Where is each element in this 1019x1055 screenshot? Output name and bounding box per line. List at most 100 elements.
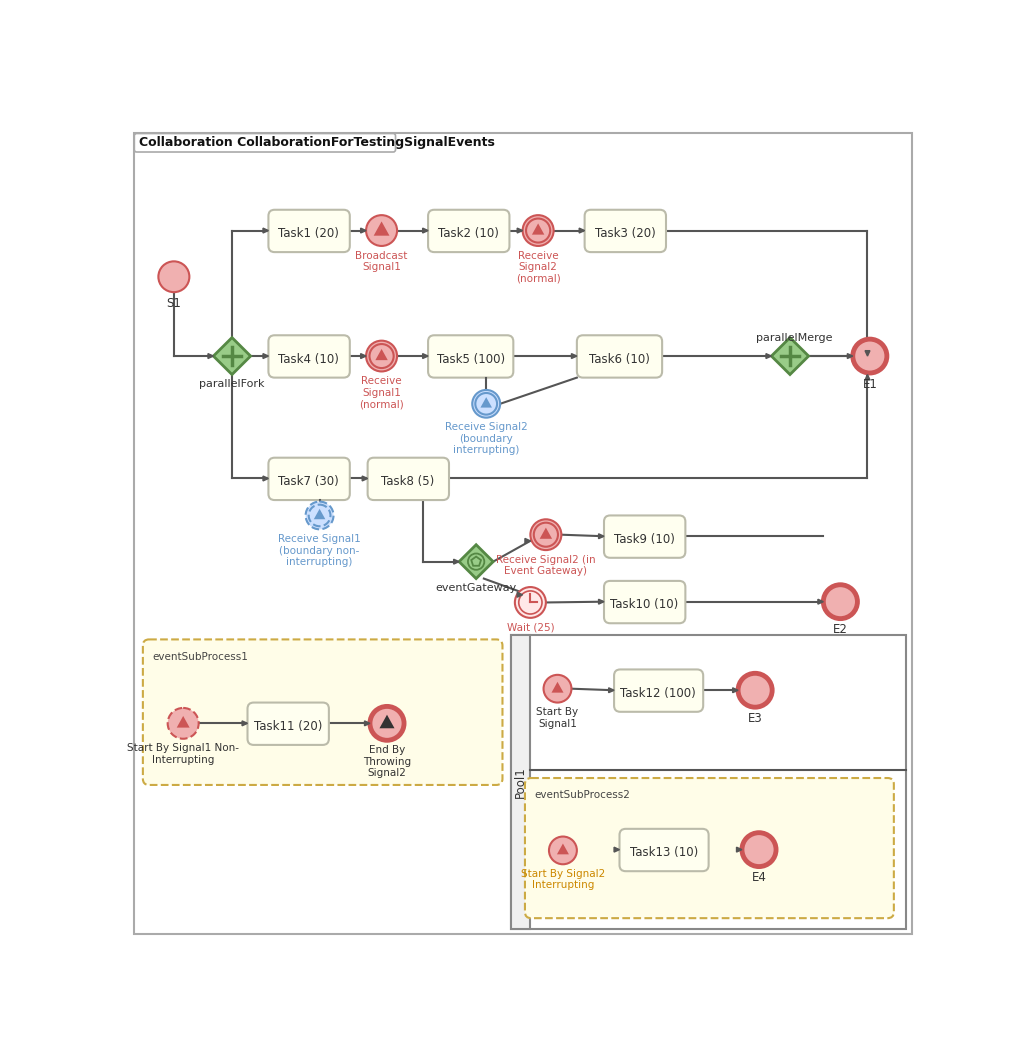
Circle shape	[168, 708, 199, 738]
Text: eventSubProcess1: eventSubProcess1	[152, 652, 248, 661]
Bar	[511, 635, 906, 929]
Text: Receive
Signal2
(normal): Receive Signal2 (normal)	[516, 251, 560, 284]
Polygon shape	[178, 718, 187, 727]
FancyBboxPatch shape	[268, 210, 350, 252]
Polygon shape	[213, 338, 251, 375]
Text: Task8 (5): Task8 (5)	[381, 475, 434, 488]
FancyBboxPatch shape	[428, 335, 514, 378]
Text: Collaboration CollaborationForTestingSignalEvents: Collaboration CollaborationForTestingSig…	[139, 136, 495, 149]
Text: E2: E2	[833, 624, 848, 636]
Circle shape	[738, 673, 772, 707]
Polygon shape	[243, 721, 248, 726]
Circle shape	[370, 707, 405, 741]
Polygon shape	[263, 476, 268, 481]
Polygon shape	[377, 225, 386, 234]
Text: parallelFork: parallelFork	[200, 379, 265, 389]
Circle shape	[549, 837, 577, 864]
Polygon shape	[534, 226, 542, 233]
Circle shape	[515, 587, 546, 618]
Polygon shape	[263, 353, 268, 359]
Polygon shape	[263, 228, 268, 233]
Circle shape	[543, 675, 572, 703]
Polygon shape	[766, 353, 771, 359]
Circle shape	[472, 390, 500, 418]
FancyBboxPatch shape	[525, 778, 894, 918]
Text: Task12 (100): Task12 (100)	[621, 687, 696, 699]
Text: Receive Signal2 (in
Event Gateway): Receive Signal2 (in Event Gateway)	[496, 555, 596, 576]
Polygon shape	[848, 353, 853, 359]
Polygon shape	[598, 534, 604, 539]
Text: parallelMerge: parallelMerge	[756, 333, 833, 343]
Polygon shape	[453, 559, 460, 564]
Polygon shape	[553, 684, 561, 692]
Polygon shape	[365, 721, 370, 726]
Text: eventSubProcess2: eventSubProcess2	[534, 790, 630, 801]
Polygon shape	[361, 228, 366, 233]
Text: End By
Throwing
Signal2: End By Throwing Signal2	[363, 745, 411, 779]
Text: Start By Signal1 Non-
Interrupting: Start By Signal1 Non- Interrupting	[127, 744, 239, 765]
Text: Wait (25): Wait (25)	[506, 622, 554, 633]
Text: eventGateway: eventGateway	[435, 583, 517, 593]
Text: E1: E1	[862, 378, 877, 390]
Text: Task7 (30): Task7 (30)	[278, 475, 339, 488]
Polygon shape	[579, 228, 585, 233]
Polygon shape	[614, 847, 620, 852]
FancyBboxPatch shape	[268, 458, 350, 500]
Circle shape	[523, 215, 553, 246]
Text: Start By Signal2
Interrupting: Start By Signal2 Interrupting	[521, 869, 605, 890]
Circle shape	[530, 519, 561, 550]
Polygon shape	[865, 375, 870, 380]
FancyBboxPatch shape	[428, 210, 510, 252]
Text: E3: E3	[748, 712, 762, 725]
Text: Task3 (20): Task3 (20)	[594, 227, 655, 241]
FancyBboxPatch shape	[248, 703, 329, 745]
Text: Start By
Signal1: Start By Signal1	[536, 707, 579, 729]
FancyBboxPatch shape	[620, 829, 708, 871]
Polygon shape	[460, 544, 493, 578]
Text: Task6 (10): Task6 (10)	[589, 352, 650, 366]
Text: Task11 (20): Task11 (20)	[254, 720, 322, 733]
Bar	[511, 635, 530, 929]
Circle shape	[366, 341, 397, 371]
Polygon shape	[208, 353, 213, 359]
Text: Task10 (10): Task10 (10)	[610, 598, 679, 611]
Polygon shape	[733, 688, 738, 693]
Polygon shape	[525, 538, 530, 543]
FancyBboxPatch shape	[577, 335, 662, 378]
FancyBboxPatch shape	[143, 639, 502, 785]
Text: Task13 (10): Task13 (10)	[630, 846, 698, 859]
FancyBboxPatch shape	[585, 210, 666, 252]
FancyBboxPatch shape	[614, 670, 703, 712]
FancyBboxPatch shape	[604, 516, 686, 558]
Text: Task1 (20): Task1 (20)	[278, 227, 339, 241]
Polygon shape	[572, 353, 577, 359]
Text: Receive Signal1
(boundary non-
interrupting): Receive Signal1 (boundary non- interrupt…	[278, 534, 361, 568]
FancyBboxPatch shape	[135, 134, 395, 152]
Circle shape	[853, 339, 887, 373]
Circle shape	[306, 501, 333, 530]
Polygon shape	[423, 353, 428, 359]
Polygon shape	[362, 476, 368, 481]
Text: Task5 (100): Task5 (100)	[436, 352, 504, 366]
FancyBboxPatch shape	[368, 458, 449, 500]
Polygon shape	[361, 353, 366, 359]
Polygon shape	[316, 511, 324, 518]
Polygon shape	[423, 228, 428, 233]
FancyBboxPatch shape	[604, 581, 686, 624]
Polygon shape	[598, 599, 604, 605]
Text: Task4 (10): Task4 (10)	[278, 352, 339, 366]
Polygon shape	[518, 228, 523, 233]
Text: E4: E4	[752, 871, 766, 884]
Text: Task9 (10): Task9 (10)	[613, 533, 675, 545]
FancyBboxPatch shape	[268, 335, 350, 378]
Text: S1: S1	[166, 296, 181, 310]
Polygon shape	[865, 350, 870, 356]
Text: Task2 (10): Task2 (10)	[438, 227, 499, 241]
Polygon shape	[518, 592, 523, 597]
Polygon shape	[771, 338, 809, 375]
Polygon shape	[482, 400, 490, 406]
Polygon shape	[541, 530, 550, 538]
Polygon shape	[818, 599, 823, 605]
Polygon shape	[382, 717, 392, 727]
Circle shape	[158, 262, 190, 292]
